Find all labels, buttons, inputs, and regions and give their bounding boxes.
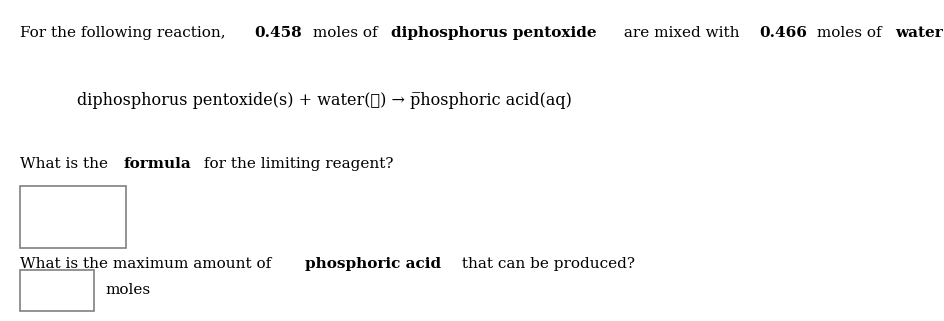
Text: are mixed with: are mixed with bbox=[619, 26, 745, 40]
Text: water: water bbox=[895, 26, 943, 40]
Text: 0.458: 0.458 bbox=[255, 26, 302, 40]
FancyBboxPatch shape bbox=[21, 186, 126, 248]
Text: moles of: moles of bbox=[308, 26, 382, 40]
Text: phosphoric acid: phosphoric acid bbox=[306, 257, 442, 272]
Text: formula: formula bbox=[124, 157, 192, 171]
Text: moles: moles bbox=[106, 283, 151, 297]
Text: What is the maximum amount of: What is the maximum amount of bbox=[21, 257, 277, 272]
Text: for the limiting reagent?: for the limiting reagent? bbox=[199, 157, 394, 171]
Text: 0.466: 0.466 bbox=[759, 26, 807, 40]
Text: moles of: moles of bbox=[812, 26, 886, 40]
Text: that can be produced?: that can be produced? bbox=[457, 257, 635, 272]
Text: diphosphorus pentoxide(s) + water(ℓ) → p̅hosphoric acid(aq): diphosphorus pentoxide(s) + water(ℓ) → p… bbox=[77, 92, 572, 109]
Text: What is the: What is the bbox=[21, 157, 113, 171]
Text: diphosphorus pentoxide: diphosphorus pentoxide bbox=[391, 26, 597, 40]
FancyBboxPatch shape bbox=[21, 270, 93, 311]
Text: For the following reaction,: For the following reaction, bbox=[21, 26, 231, 40]
